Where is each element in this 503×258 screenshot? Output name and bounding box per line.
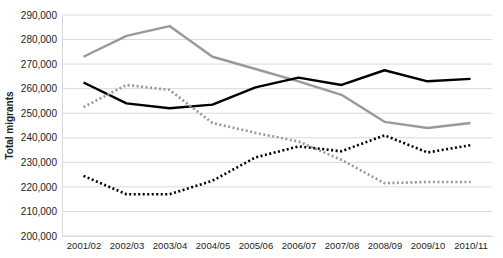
x-tick-label: 2001/02 (67, 240, 101, 251)
y-tick: 230,000 (21, 157, 62, 168)
x-tick: 2005/06 (239, 236, 273, 251)
x-tick: 2003/04 (153, 236, 187, 251)
x-tick-label: 2002/03 (110, 240, 144, 251)
series-line (84, 85, 471, 183)
grid-line (62, 64, 492, 65)
x-tick-label: 2010/11 (454, 240, 488, 251)
lines (84, 26, 471, 194)
x-tick: 2008/09 (368, 236, 402, 251)
x-tick-label: 2006/07 (282, 240, 316, 251)
y-tick-label: 250,000 (21, 108, 58, 119)
y-tick: 270,000 (21, 59, 62, 70)
x-tick-label: 2004/05 (196, 240, 230, 251)
y-tick: 210,000 (21, 206, 62, 217)
x-tick: 2006/07 (282, 236, 316, 251)
grid-line (62, 186, 492, 187)
x-tick-label: 2005/06 (239, 240, 273, 251)
y-tick-label: 230,000 (21, 157, 58, 168)
grid-line (62, 39, 492, 40)
grid-line (62, 236, 492, 237)
y-axis-line (62, 16, 63, 237)
y-tick: 200,000 (21, 231, 62, 242)
grid-line (62, 15, 492, 16)
series-line (84, 135, 471, 194)
y-tick-label: 270,000 (21, 59, 58, 70)
y-tick: 260,000 (21, 83, 62, 94)
grid-line (62, 162, 492, 163)
x-tick: 2009/10 (411, 236, 445, 251)
x-tick-label: 2007/08 (325, 240, 359, 251)
x-axis-line (63, 236, 493, 237)
y-tick: 220,000 (21, 182, 62, 193)
grid-line (62, 211, 492, 212)
y-axis-title: Total migrants (4, 91, 15, 160)
y-tick: 240,000 (21, 132, 62, 143)
y-tick-label: 280,000 (21, 34, 58, 45)
y-tick: 290,000 (21, 10, 62, 21)
grid-line (62, 88, 492, 89)
y-tick-label: 240,000 (21, 132, 58, 143)
x-tick: 2001/02 (67, 236, 101, 251)
series-line (84, 70, 471, 108)
x-tick: 2007/08 (325, 236, 359, 251)
x-tick: 2004/05 (196, 236, 230, 251)
x-tick-label: 2003/04 (153, 240, 187, 251)
y-tick: 250,000 (21, 108, 62, 119)
x-tick: 2010/11 (454, 236, 488, 251)
y-tick-label: 260,000 (21, 83, 58, 94)
series-line (84, 26, 471, 128)
x-tick-label: 2008/09 (368, 240, 402, 251)
y-tick-label: 290,000 (21, 10, 58, 21)
y-tick: 280,000 (21, 34, 62, 45)
y-tick-label: 200,000 (21, 231, 58, 242)
x-axis: 2001/02 2002/03 2003/04 2004/05 2005/06 2006/… (63, 236, 493, 251)
y-tick-label: 210,000 (21, 206, 58, 217)
x-tick-label: 2009/10 (411, 240, 445, 251)
grid-line (62, 113, 492, 114)
chart: 200,000 210,000 220,000 230,000 240,000 250,0… (0, 0, 503, 258)
x-tick: 2002/03 (110, 236, 144, 251)
y-axis: 200,000 210,000 220,000 230,000 240,000 250,0… (21, 10, 63, 242)
grid (62, 15, 492, 236)
y-tick-label: 220,000 (21, 182, 58, 193)
